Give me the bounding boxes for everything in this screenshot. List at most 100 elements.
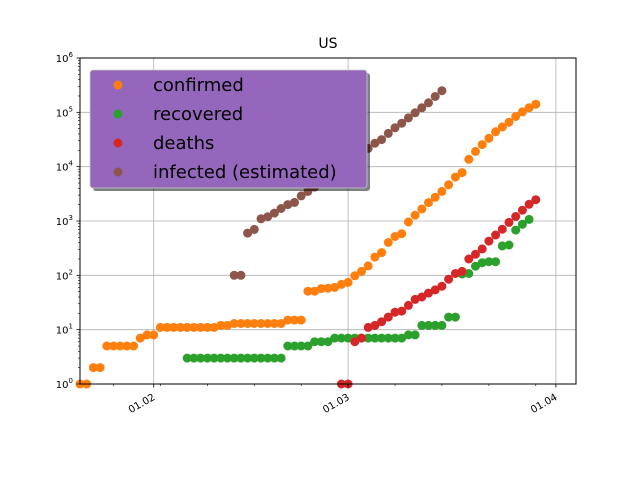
y-tick-label: 106 (56, 51, 74, 65)
data-point (182, 322, 192, 332)
data-point (531, 99, 541, 109)
data-point (444, 312, 454, 322)
data-point (236, 353, 246, 363)
data-point (377, 333, 387, 343)
data-point (236, 319, 246, 328)
data-point (296, 315, 306, 325)
data-point (437, 186, 447, 196)
data-point (403, 300, 413, 310)
data-point (390, 307, 400, 317)
data-point (330, 333, 340, 343)
data-point (296, 341, 306, 351)
data-point (283, 315, 293, 325)
data-point (357, 266, 366, 276)
data-point (310, 337, 320, 347)
y-tick-label: 104 (56, 160, 74, 174)
data-point (102, 341, 112, 351)
legend-label: deaths (153, 133, 214, 154)
legend-box (89, 69, 368, 189)
series-recovered (182, 214, 534, 363)
data-point (484, 236, 494, 246)
data-point (95, 363, 105, 373)
data-point (390, 123, 400, 133)
data-point (357, 333, 366, 343)
data-point (491, 257, 501, 267)
data-point (370, 333, 380, 343)
data-point (410, 330, 420, 340)
data-point (323, 283, 333, 293)
data-point (363, 333, 373, 343)
data-point (491, 127, 501, 137)
data-point (135, 333, 145, 343)
data-point (363, 261, 373, 271)
data-point (403, 113, 413, 123)
data-point (249, 224, 259, 234)
data-point (162, 322, 172, 332)
data-point (403, 330, 413, 340)
data-point (531, 195, 541, 205)
data-point (290, 197, 299, 207)
data-point (370, 138, 380, 148)
data-point (129, 341, 139, 351)
data-point (444, 180, 454, 190)
data-point (269, 208, 279, 218)
data-point (383, 238, 393, 247)
data-point (229, 353, 239, 363)
data-point (323, 337, 333, 347)
data-point (303, 341, 313, 351)
data-point (517, 107, 527, 117)
data-point (524, 103, 534, 113)
y-tick-label: 102 (56, 268, 73, 282)
y-tick-label: 105 (56, 105, 73, 119)
legend-marker (113, 109, 123, 119)
data-point (430, 192, 440, 202)
data-point (477, 244, 487, 254)
data-point (390, 333, 400, 343)
data-point (316, 337, 326, 347)
data-point (209, 353, 219, 363)
data-point (417, 103, 427, 113)
data-point (424, 320, 433, 330)
data-point (182, 353, 192, 363)
data-point (450, 172, 460, 182)
data-point (430, 320, 440, 330)
data-point (256, 353, 266, 363)
data-point (229, 319, 239, 328)
data-point (276, 353, 286, 363)
data-point (109, 341, 118, 351)
data-point (464, 154, 474, 164)
data-point (370, 320, 380, 330)
data-point (511, 225, 521, 235)
data-point (88, 363, 98, 373)
data-point (189, 322, 199, 332)
data-point (276, 204, 286, 213)
legend: confirmed recovered deaths infected (estima… (89, 69, 370, 191)
data-point (450, 312, 460, 322)
data-point (383, 128, 393, 138)
data-point (403, 217, 413, 227)
data-point (484, 257, 494, 267)
data-point (424, 98, 433, 108)
data-point (430, 285, 440, 295)
data-point (377, 248, 387, 258)
data-point (484, 133, 494, 143)
legend-label: confirmed (153, 75, 244, 96)
data-point (424, 288, 433, 298)
data-point (477, 258, 487, 268)
legend-marker (113, 138, 123, 148)
chart-title: US (318, 36, 337, 52)
data-point (216, 353, 226, 363)
data-point (142, 330, 152, 340)
data-point (276, 319, 286, 328)
data-point (397, 306, 407, 316)
legend-label: recovered (153, 104, 243, 125)
data-point (497, 224, 507, 234)
data-point (417, 320, 427, 330)
data-point (269, 353, 279, 363)
data-point (249, 353, 259, 363)
data-point (223, 353, 232, 363)
data-point (236, 270, 246, 280)
data-point (263, 319, 273, 328)
data-point (330, 282, 340, 292)
data-point (464, 254, 474, 264)
